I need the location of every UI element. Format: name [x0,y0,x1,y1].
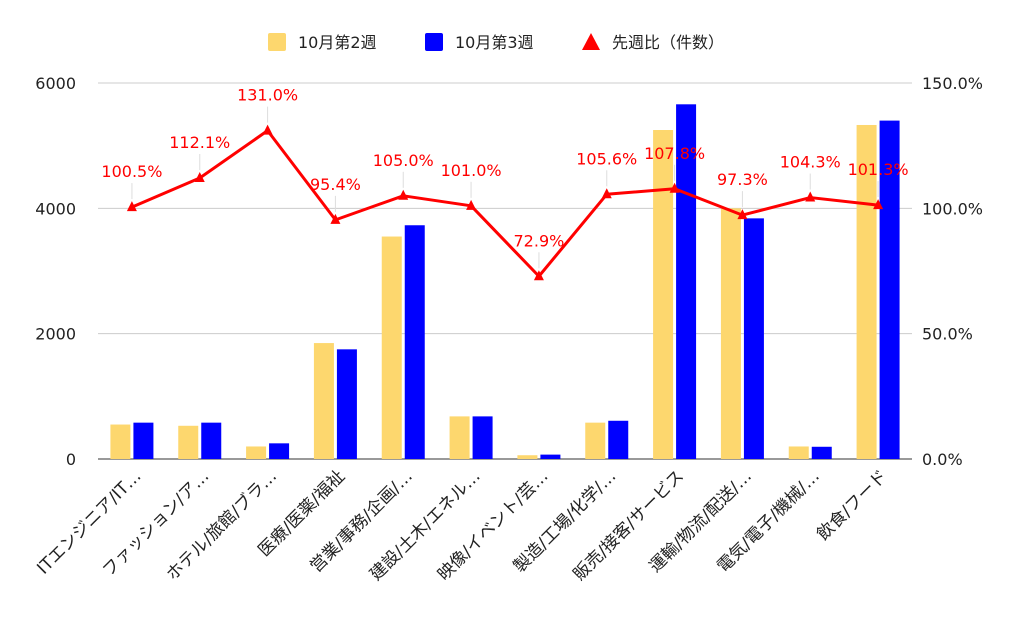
y-tick-label-right: 50.0% [922,325,973,344]
bar-10月第2週 [517,455,538,459]
ratio-data-label: 104.3% [780,153,841,172]
x-tick-label: ホテル/旅館/ブラ… [162,466,281,585]
ratio-line [131,129,879,278]
ratio-data-label: 101.0% [441,161,502,180]
ratio-point-marker [601,188,612,199]
bar-10月第3週 [133,422,154,459]
legend: 10月第2週 10月第3週 先週比（件数） [268,33,724,52]
ratio-point-marker [805,191,816,202]
ratio-point-marker [330,213,341,224]
bar-10月第2週 [313,343,334,459]
bar-10月第3週 [404,225,425,459]
ratio-point-marker [737,209,748,220]
bar-10月第3週 [269,443,290,459]
legend-item-10月第3週-swatch [425,33,443,51]
bar-10月第2週 [246,446,267,459]
legend-item-10月第3週-label: 10月第3週 [455,33,534,52]
ratio-data-label: 107.8% [644,144,705,163]
ratio-point-marker [194,172,205,183]
bar-10月第2週 [653,130,674,459]
y-tick-label-right: 0.0% [922,450,963,469]
ratio-point-marker [126,201,137,212]
ratio-data-label: 112.1% [169,133,230,152]
gridlines [98,82,912,460]
bar-10月第2週 [585,422,606,459]
ratio-data-label: 131.0% [237,86,298,105]
ratio-line-series: 100.5% 112.1% 131.0% 95.4% 105.0% 101.0% 72.9%… [101,86,909,281]
ratio-data-label: 72.9% [514,231,565,250]
bar-10月第3週 [608,420,629,459]
bar-10月第3週 [336,349,357,459]
legend-item-10月第2週-label: 10月第2週 [298,33,377,52]
ratio-point-marker [669,182,680,193]
ratio-point-marker [533,270,544,281]
ratio-point-marker [398,189,409,200]
y-tick-label-left: 2000 [35,325,76,344]
ratio-point-marker [466,199,477,210]
bar-10月第2週 [788,446,809,459]
y-tick-label-left: 0 [66,450,76,469]
ratio-data-label: 105.6% [576,149,637,168]
y-tick-label-right: 100.0% [922,199,983,218]
legend-item-10月第2週-swatch [268,33,286,51]
y-tick-label-left: 6000 [35,74,76,93]
bar-10月第3週 [676,104,697,459]
bars [110,104,900,459]
bar-10月第3週 [201,422,222,459]
ratio-data-label: 101.3% [848,160,909,179]
bar-10月第2週 [381,236,402,459]
ratio-data-label: 105.0% [373,151,434,170]
bar-10月第3週 [472,416,493,459]
ratio-point-marker [873,199,884,210]
bar-10月第2週 [449,416,470,459]
bar-10月第3週 [540,454,561,459]
bar-10月第2週 [720,208,741,459]
bar-10月第2週 [110,424,131,459]
legend-item-先週比-label: 先週比（件数） [612,33,724,52]
ratio-data-label: 100.5% [101,162,162,181]
bar-10月第3週 [743,218,764,459]
y-tick-label-left: 4000 [35,199,76,218]
x-tick-label: 飲食/フード [813,466,891,544]
bar-10月第3週 [811,446,832,459]
bar-10月第2週 [178,425,199,459]
ratio-point-marker [262,124,273,135]
legend-item-先週比-swatch [582,33,600,50]
bar-10月第2週 [856,124,877,459]
y-tick-label-right: 150.0% [922,74,983,93]
ratio-data-label: 97.3% [717,170,768,189]
bar-10月第3週 [879,120,900,459]
ratio-data-label: 95.4% [310,175,361,194]
